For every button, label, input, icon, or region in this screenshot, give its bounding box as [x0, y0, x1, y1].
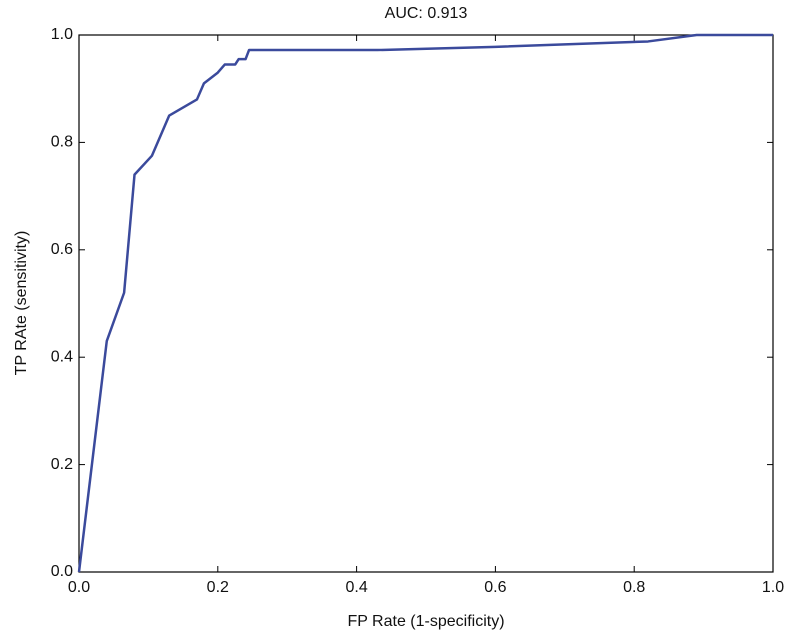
x-tick-label: 0.6 — [484, 579, 506, 596]
y-axis-label: TP RAte (sensitivity) — [13, 231, 30, 376]
plot-frame — [78, 34, 774, 573]
x-tick-label: 0.0 — [68, 579, 90, 596]
y-tick-label: 1.0 — [51, 26, 73, 43]
x-tick-label: 1.0 — [762, 579, 784, 596]
x-tick-label: 0.2 — [207, 579, 229, 596]
roc-curve — [77, 33, 773, 573]
y-tick-label: 0.2 — [51, 456, 73, 473]
y-tick-label: 0.4 — [51, 348, 73, 365]
y-tick-label: 0.6 — [51, 241, 73, 258]
x-axis-label: FP Rate (1-specificity) — [347, 613, 504, 630]
y-tick-label: 0.0 — [51, 563, 73, 580]
x-tick-label: 0.4 — [345, 579, 367, 596]
y-tick-label: 0.8 — [51, 134, 73, 151]
chart-title: AUC: 0.913 — [385, 5, 468, 22]
x-tick-label: 0.8 — [623, 579, 645, 596]
